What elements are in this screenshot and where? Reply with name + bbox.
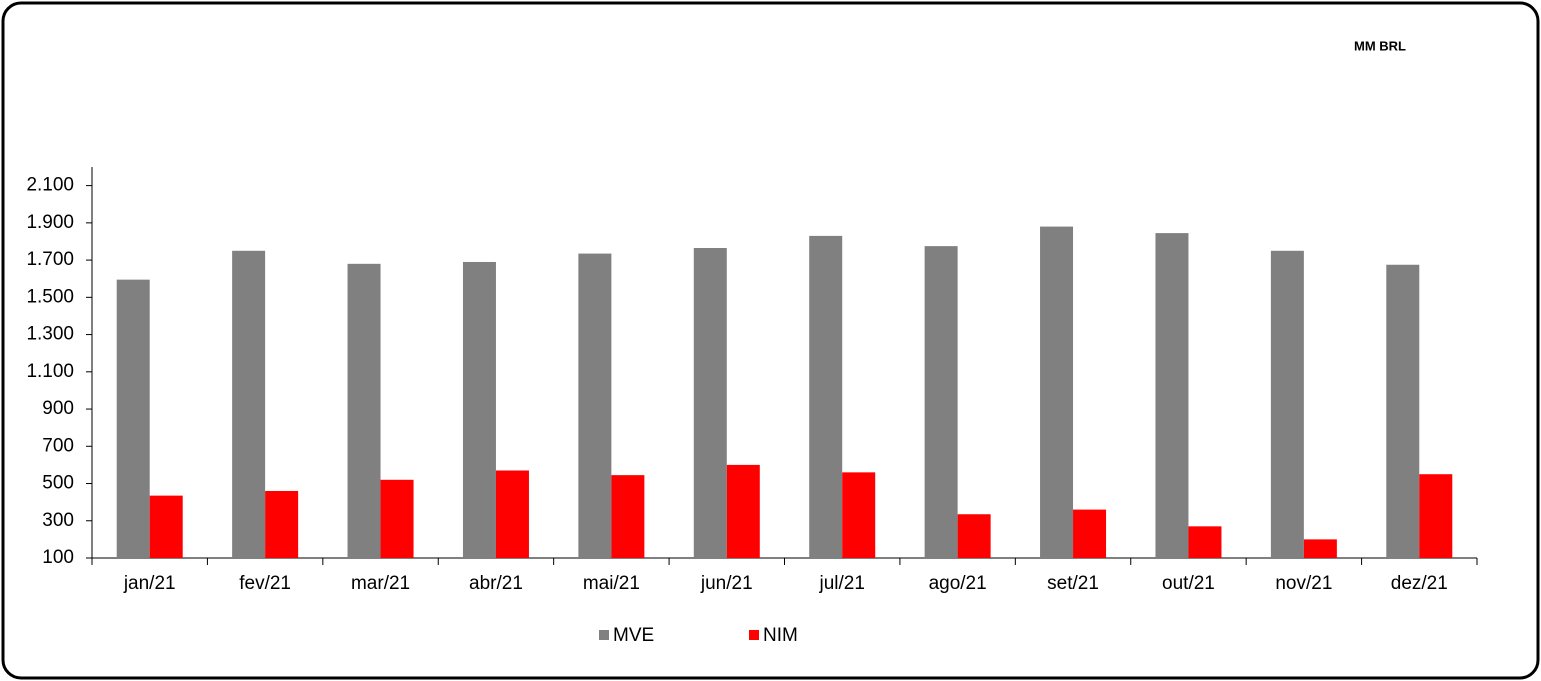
- bar: [149, 495, 183, 558]
- x-tick-label: jun/21: [700, 573, 753, 594]
- bar: [1188, 526, 1222, 558]
- bar: [1386, 264, 1420, 558]
- y-tick-label: 700: [42, 435, 74, 456]
- bar: [726, 464, 760, 558]
- x-tick-label: jul/21: [818, 573, 864, 594]
- legend-swatch: [749, 630, 759, 640]
- bar: [380, 479, 414, 558]
- bar: [1040, 226, 1074, 559]
- bar: [265, 490, 299, 558]
- x-tick-label: nov/21: [1275, 573, 1332, 594]
- y-tick-label: 1.300: [26, 324, 74, 345]
- bar: [578, 253, 612, 559]
- unit-label: MM BRL: [1354, 38, 1406, 53]
- y-tick-label: 1.700: [26, 249, 74, 270]
- y-tick-label: 100: [42, 547, 74, 568]
- legend-swatch: [599, 630, 609, 640]
- bar: [842, 472, 876, 558]
- bar: [462, 261, 496, 558]
- y-tick-label: 2.100: [26, 175, 74, 196]
- bar: [693, 247, 727, 558]
- y-tick-label: 500: [42, 473, 74, 494]
- x-tick-label: out/21: [1162, 573, 1215, 594]
- y-tick-label: 900: [42, 398, 74, 419]
- bar: [1073, 509, 1107, 558]
- x-tick-label: abr/21: [469, 573, 523, 594]
- y-tick-label: 300: [42, 510, 74, 531]
- x-tick-label: mar/21: [351, 573, 410, 594]
- bar: [232, 250, 266, 559]
- x-tick-label: dez/21: [1391, 573, 1448, 594]
- x-tick-label: fev/21: [239, 573, 291, 594]
- legend-label: MVE: [613, 625, 654, 646]
- x-tick-label: mai/21: [583, 573, 640, 594]
- bar: [116, 279, 150, 558]
- bar: [1155, 233, 1189, 558]
- y-tick-label: 1.500: [26, 286, 74, 307]
- bar: [347, 263, 381, 558]
- bar: [495, 470, 529, 558]
- y-tick-label: 1.100: [26, 361, 74, 382]
- bar: [1303, 539, 1337, 558]
- bar: [957, 514, 991, 558]
- x-tick-label: jan/21: [123, 573, 176, 594]
- bar: [1419, 474, 1453, 558]
- y-tick-label: 1.900: [26, 212, 74, 233]
- bar: [1270, 250, 1304, 559]
- bar: [924, 246, 958, 558]
- x-tick-label: ago/21: [929, 573, 987, 594]
- legend-label: NIM: [763, 625, 798, 646]
- bar: [611, 475, 645, 558]
- bar: [809, 235, 843, 558]
- x-tick-label: set/21: [1047, 573, 1099, 594]
